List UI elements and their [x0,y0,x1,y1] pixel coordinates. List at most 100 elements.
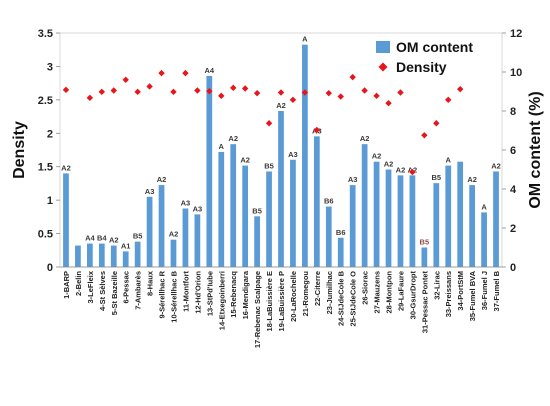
bar-label: A3 [145,187,155,196]
density-point [110,87,117,94]
bar-label: B5 [432,173,442,182]
om-bar [481,212,487,267]
x-category-label: 17-Rebenac Scalpage [253,271,262,348]
bar-label: A [302,35,308,44]
om-bar [397,175,404,267]
om-bar [158,185,165,267]
density-point [313,126,321,134]
y2-tick-label: 12 [510,28,522,40]
x-category-label: 27-Mauzens [373,271,382,314]
density-point [456,85,464,93]
bar-label: A2 [109,236,119,245]
om-bar [182,208,189,267]
om-bar [433,183,440,267]
y-tick-label: 1 [47,195,53,207]
bar-label: A4 [85,234,95,243]
y2-tick-label: 2 [510,223,516,235]
x-category-label: 26-Siorac [361,271,370,305]
om-bar [86,243,93,267]
density-point [146,83,153,90]
om-bar [146,196,153,267]
x-category-label: 18-LaBuissière E [265,271,274,331]
om-bar [194,214,201,267]
x-category-label: 4-St Sèlves [98,271,107,311]
x-category-label: 21-Romegou [301,271,310,317]
y2-tick-label: 4 [510,184,517,196]
density-point [277,89,285,96]
om-bar [385,169,392,267]
bar-label: A1 [121,241,131,250]
om-bar [230,144,237,267]
bar-label: A [446,156,452,165]
om-bar [206,75,213,268]
density-point [349,73,356,81]
x-category-label: 15-Rebenacq [229,271,238,318]
y2-axis-title: OM content (%) [527,91,544,208]
density-point [421,132,428,139]
x-category-label: 8-Haux [146,270,155,296]
bar-label: A2 [240,156,250,165]
density-point [182,69,189,77]
om-bar [373,161,380,267]
x-category-label: 11-Montfort [181,271,190,312]
bar-label: B6 [324,197,334,206]
bar-label: A2 [157,175,167,184]
y-tick-label: 3.5 [38,28,53,40]
bar-label: A3 [193,204,203,213]
om-bar [63,173,69,267]
x-category-label: 2-Belin [74,271,83,296]
x-category-label: 36-Fumel J [480,271,489,310]
density-point [194,87,201,94]
x-category-label: 20-LaRochelle [289,271,298,322]
om-bar [493,171,499,267]
om-bar [290,159,296,267]
bar-label: A2 [372,152,382,161]
x-category-label: 1-BARP [62,271,71,299]
x-category-label: 22-Citerre [313,271,322,306]
bar-label: A2 [491,161,501,170]
density-point [397,89,404,96]
density-point [98,88,106,96]
bar-label: A [219,142,225,151]
x-category-label: 25-StJdeCole O [349,271,358,327]
bar-label: A2 [396,165,406,174]
density-point [385,100,392,107]
density-point [158,69,165,77]
y2-tick-label: 8 [510,106,516,118]
y-tick-label: 3 [47,61,53,73]
x-category-label: 3-LeFleix [86,270,95,303]
density-point [337,93,344,100]
legend-swatch-density [378,62,388,72]
x-category-label: 9-Sérellhac R [158,270,167,318]
bar-label: A2 [228,134,238,143]
om-bar [254,216,260,267]
x-category-label: 31-Pessac Pontet [420,271,429,334]
om-bar [421,247,428,267]
density-point [433,120,440,127]
x-category-label: 34-PortStM [456,271,465,311]
om-bar [242,165,249,267]
density-point [122,76,129,83]
om-bar [218,151,225,267]
x-category-label: 29-LaFaure [396,271,405,311]
x-category-label: 28-Montpon [385,271,394,314]
om-bar [325,206,332,267]
density-point [361,87,368,94]
om-bar [98,243,105,267]
om-bar [469,185,476,267]
bar-label: A2 [467,175,477,184]
x-category-label: 30-GsurDropt [408,271,417,320]
x-category-label: 24-StJdeCole B [337,270,346,326]
density-point [409,168,416,176]
om-bar [278,111,284,267]
x-category-label: 10-Sérellhac B [169,270,178,322]
x-category-label: 5-St Bazeille [110,271,119,315]
bar-label: A2 [384,160,394,169]
x-category-label: 35-Fumel BVA [468,270,477,321]
om-bar [349,185,356,267]
y-tick-label: 0 [47,262,53,274]
density-point [86,94,94,102]
density-point [445,96,452,104]
